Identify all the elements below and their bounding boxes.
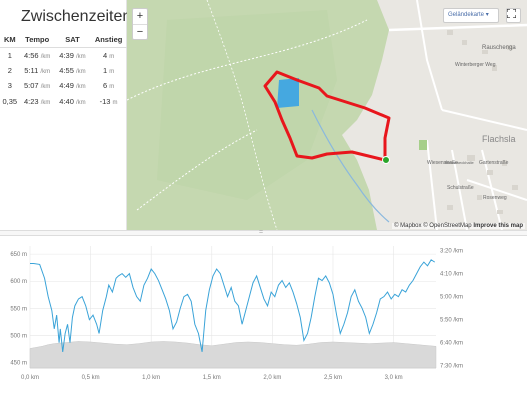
road (416, 0, 443, 111)
trail (127, 19, 368, 101)
split-anstieg: 1 m (102, 65, 115, 75)
road (481, 149, 503, 230)
label-wiesenstrasse: Wiesenstraße (427, 160, 458, 166)
road (388, 23, 527, 32)
split-tempo: 5:07 /km (24, 81, 51, 91)
split-km: 0,35 (2, 96, 18, 106)
split-sat: 4:55 /km (59, 65, 86, 75)
layer-select[interactable]: Geländekarte ▾ (443, 8, 499, 23)
elevation-area (29, 341, 437, 369)
attribution-mapbox[interactable]: © Mapbox (394, 223, 422, 229)
split-row: 2 5:11 /km 4:55 /km 1 m (0, 63, 127, 79)
green-field (419, 140, 427, 150)
road (426, 139, 438, 230)
label-rauschengasse: Rauschenga (482, 45, 516, 51)
header-tempo: Tempo (19, 33, 55, 48)
attribution-osm[interactable]: © OpenStreetMap (423, 223, 472, 229)
split-km: 1 (7, 50, 12, 60)
y-axis-right: 3:20 /km 4:10 /km 5:00 /km 5:50 /km 6:40 /km… (440, 249, 463, 370)
x-tick-label: 2,5 km (324, 375, 342, 381)
attribution-improve[interactable]: Improve this map (473, 223, 523, 229)
y-left-tick-label: 550 m (10, 306, 27, 312)
end-marker (382, 156, 390, 164)
label-gartenstrasse: Gartenstraße (479, 160, 509, 166)
y-right-tick-label: 4:10 /km (440, 272, 463, 278)
split-row: 0,35 4:23 /km 4:40 /km -13 m (0, 94, 127, 110)
y-right-tick-label: 5:00 /km (440, 295, 463, 301)
x-tick-label: 2,0 km (263, 375, 281, 381)
y-right-tick-label: 7:30 /km (440, 364, 463, 370)
split-anstieg: 6 m (102, 81, 115, 91)
x-tick-label: 1,0 km (142, 375, 160, 381)
route-map[interactable]: Rauschenga Winterberger Weg Flachsla Wie… (127, 0, 527, 230)
y-axis-left: 650 m 600 m 550 m 500 m 450 m (10, 252, 27, 366)
split-row: 3 5:07 /km 4:49 /km 6 m (0, 78, 127, 94)
split-anstieg: -13 m (99, 96, 118, 106)
splits-table: KM Tempo SAT Anstieg 1 4:56 /km 4:39 /km 4 … (0, 33, 127, 109)
y-right-tick-label: 6:40 /km (440, 341, 463, 347)
y-right-tick-label: 5:50 /km (440, 318, 463, 324)
y-left-tick-label: 500 m (10, 333, 27, 339)
route-line (263, 70, 391, 162)
split-sat: 4:40 /km (59, 96, 86, 106)
label-winterberger: Winterberger Weg (455, 62, 496, 68)
layer-select-label: Geländekarte (448, 12, 485, 18)
split-km: 3 (7, 81, 12, 91)
x-tick-label: 3,0 km (385, 375, 403, 381)
split-row: 1 4:56 /km 4:39 /km 4 m (0, 47, 127, 63)
map-attribution: © Mapbox © OpenStreetMap Improve this ma… (392, 223, 525, 229)
buildings (447, 30, 518, 214)
fullscreen-button[interactable] (506, 8, 521, 23)
road (466, 179, 527, 201)
y-left-tick-label: 650 m (10, 252, 27, 258)
trail (206, 0, 278, 230)
label-schulstrasse: Schulstraße (447, 185, 474, 191)
x-tick-label: 0,0 km (21, 375, 39, 381)
label-flachsland: Flachsla (482, 134, 516, 144)
split-tempo: 4:23 /km (24, 96, 51, 106)
label-rosenweg: Rosenweg (483, 195, 507, 201)
zoom-control: + − (132, 8, 148, 40)
road (441, 109, 527, 131)
x-tick-label: 1,5 km (203, 375, 221, 381)
header-sat: SAT (54, 33, 91, 48)
pace-elevation-chart[interactable]: 650 m 600 m 550 m 500 m 450 m 3:20 /km 4:10 /… (0, 236, 527, 400)
splits-title: Zwischenzeiten (21, 8, 132, 25)
forest-shade (157, 10, 337, 200)
panel-resize-handle[interactable]: = (0, 229, 527, 236)
map-canvas (127, 0, 527, 230)
split-tempo: 4:56 /km (24, 50, 51, 60)
split-sat: 4:49 /km (59, 81, 86, 91)
y-right-tick-label: 3:20 /km (440, 249, 463, 255)
road (451, 149, 468, 230)
trail (136, 129, 258, 211)
x-tick-label: 0,5 km (82, 375, 100, 381)
split-sat: 4:39 /km (59, 50, 86, 60)
header-km: KM (0, 33, 20, 48)
stream (311, 109, 390, 223)
split-tempo: 5:11 /km (24, 65, 51, 75)
splits-header-row: KM Tempo SAT Anstieg (0, 33, 127, 48)
lake (277, 78, 299, 108)
drag-handle-icon: = (259, 229, 264, 236)
label-mehrzweckhalle: Mehrzweckhalle (445, 160, 474, 165)
chevron-down-icon: ▾ (485, 12, 489, 18)
pace-line (30, 259, 436, 352)
y-left-tick-label: 600 m (10, 279, 27, 285)
splits-panel: Zwischenzeiten KM Tempo SAT Anstieg 1 4:5… (0, 0, 131, 230)
y-left-tick-label: 450 m (10, 361, 27, 367)
zoom-in-button[interactable]: + (136, 10, 144, 22)
zoom-out-button[interactable]: − (133, 24, 147, 39)
split-km: 2 (7, 65, 12, 75)
x-axis: 0,0 km 0,5 km 1,0 km 1,5 km 2,0 km 2,5 km 3,0 … (21, 367, 436, 381)
header-anstieg: Anstieg (90, 33, 127, 48)
fullscreen-icon (507, 9, 516, 18)
split-anstieg: 4 m (102, 50, 115, 60)
